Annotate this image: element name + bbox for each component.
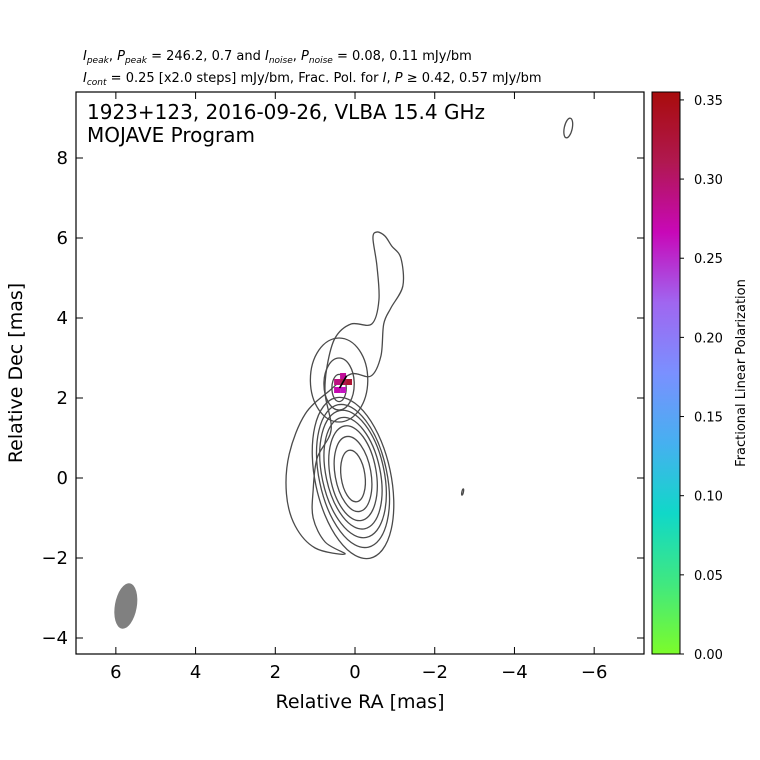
p-peak-symbol: P — [117, 49, 125, 64]
contour-core-3 — [319, 409, 387, 539]
contour-isolated-2 — [460, 488, 465, 496]
colorbar-label: Fractional Linear Polarization — [734, 279, 749, 467]
contour-core-5 — [328, 425, 378, 522]
header-line-2: Icont = 0.25 [x2.0 steps] mJy/bm, Frac. … — [83, 71, 542, 88]
plot-area — [114, 117, 574, 629]
contour-core-2 — [315, 403, 391, 549]
colorbar-tick-label: 0.00 — [694, 648, 723, 663]
p-noise-subscript: noise — [308, 56, 333, 66]
evpa-vector-1 — [338, 375, 348, 389]
i-noise-symbol: I — [264, 49, 269, 64]
p-symbol: P — [394, 71, 403, 86]
polarization-pixel-1 — [334, 387, 341, 393]
colorbar-axis: 0.00 0.05 0.10 0.15 0.20 0.25 0.30 0.35 — [680, 94, 723, 663]
i-cont-subscript: cont — [86, 78, 107, 88]
peak-values: = 246.2, 0.7 and — [151, 49, 261, 64]
colorbar-tick-label: 0.20 — [694, 331, 723, 346]
x-axis-label: Relative RA [mas] — [275, 691, 444, 713]
colorbar-tick-label: 0.35 — [694, 94, 723, 109]
colorbar-tick-label: 0.25 — [694, 252, 723, 267]
y-tick-label: 2 — [57, 388, 68, 409]
contour-core-1 — [311, 396, 395, 560]
colorbar-tick-label: 0.15 — [694, 411, 723, 426]
y-tick-label: −2 — [41, 548, 68, 569]
x-tick-label: 4 — [190, 662, 201, 683]
colorbar — [651, 91, 681, 655]
contour-core-7 — [339, 449, 367, 503]
y-tick-label: 0 — [57, 468, 68, 489]
contour-core-6 — [333, 435, 373, 513]
i-noise-subscript: noise — [268, 56, 293, 66]
x-tick-label: −6 — [581, 662, 608, 683]
threshold-text: ≥ 0.42, 0.57 mJy/bm — [406, 71, 542, 86]
contour-core-4 — [323, 416, 383, 530]
i-peak-subscript: peak — [86, 56, 109, 66]
contour-knot-2 — [323, 357, 355, 411]
contour-knot-1 — [309, 337, 369, 423]
p-peak-subscript: peak — [124, 56, 147, 66]
axes: 6 4 2 0 −2 −4 −6 −4 −2 0 2 4 6 8 — [41, 92, 644, 683]
polarization-pixel-6 — [340, 373, 347, 379]
beam-ellipse — [114, 583, 138, 629]
chart-subtitle: MOJAVE Program — [87, 123, 255, 147]
contour-knot-3 — [331, 373, 347, 403]
y-tick-label: 8 — [57, 148, 68, 169]
p-noise-symbol: P — [301, 49, 309, 64]
y-tick-label: 6 — [57, 228, 68, 249]
y-tick-label: −4 — [41, 628, 68, 649]
x-tick-label: 0 — [349, 662, 360, 683]
y-tick-label: 4 — [57, 308, 68, 329]
noise-values: = 0.08, 0.11 mJy/bm — [336, 49, 472, 64]
polarization-pixel-5 — [346, 379, 353, 385]
x-tick-label: 2 — [270, 662, 281, 683]
polarization-pixel-3 — [334, 379, 341, 385]
colorbar-tick-label: 0.10 — [694, 490, 723, 505]
x-tick-label: −4 — [501, 662, 528, 683]
polarization-pixel-2 — [340, 387, 347, 393]
i-peak-symbol: I — [83, 49, 87, 64]
i-symbol: I — [382, 71, 387, 86]
x-tick-label: 6 — [110, 662, 121, 683]
header-line-1: Ipeak, Ppeak = 246.2, 0.7 and Inoise, Pn… — [83, 49, 472, 66]
contour-text: = 0.25 [x2.0 steps] mJy/bm, Frac. Pol. f… — [110, 71, 379, 86]
y-axis-label: Relative Dec [mas] — [5, 283, 27, 463]
contour-outer — [285, 231, 405, 555]
plot-frame — [75, 91, 645, 655]
contour-isolated-1 — [563, 117, 574, 139]
colorbar-tick-label: 0.30 — [694, 173, 723, 188]
x-tick-label: −2 — [421, 662, 448, 683]
i-cont-symbol: I — [83, 71, 87, 86]
chart-title: 1923+123, 2016-09-26, VLBA 15.4 GHz — [87, 100, 485, 124]
colorbar-tick-label: 0.05 — [694, 569, 723, 584]
